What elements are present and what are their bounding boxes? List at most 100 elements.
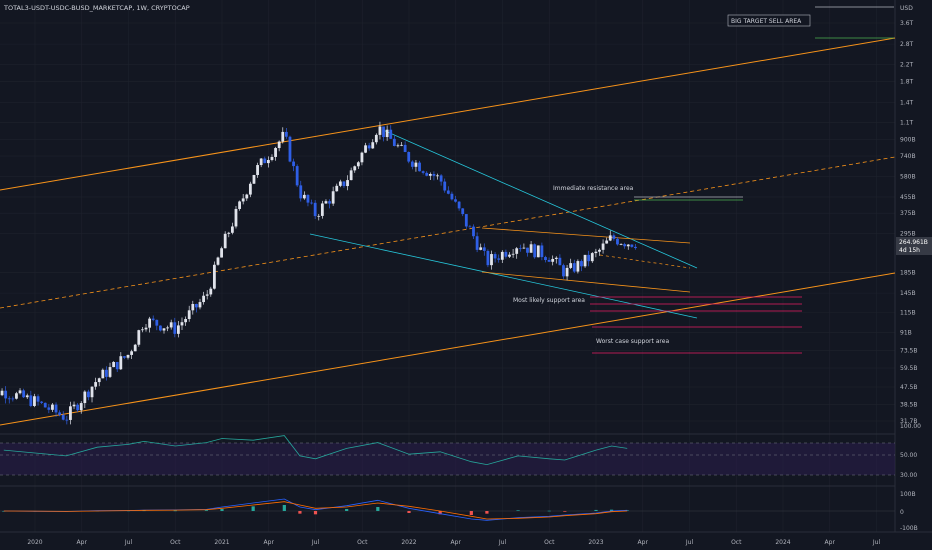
candle-body [202,295,205,303]
candle-body [220,248,223,258]
currency-label: USD [900,5,913,12]
macd-histogram-bar [173,510,177,512]
time-tick-label: Apr [77,539,88,546]
channel-upper-line[interactable] [0,37,896,191]
candle-body [619,244,623,245]
candle-body [565,267,569,277]
time-tick-label: Jul [124,539,133,546]
price-tick-label: 1.8T [900,78,914,85]
annotation-resistance[interactable]: Immediate resistance area [551,183,636,193]
range-bottom-line[interactable] [481,271,691,293]
candle-body [284,131,288,137]
candle-body [511,253,515,255]
time-tick-label: Apr [638,539,649,546]
price-scale[interactable]: 3.6T 2.8T 2.2T 1.8T 1.4T 1.1T 900B 740B 580B 455B… [900,20,917,425]
time-axis[interactable]: 2020 Apr Jul Oct 2021 Apr Jul Oct 2022 Apr Jul Oct 2… [27,539,880,546]
candle-body [15,393,18,399]
candle-body [274,148,277,157]
annotation-likely-support-text: Most likely support area [513,297,585,304]
price-tick-label: 91B [900,329,912,336]
candle-body [536,245,540,258]
candle-body [454,199,457,202]
range-top-line[interactable] [481,227,691,244]
candle-body [367,145,371,149]
candle-body [130,351,134,355]
candle-body [141,329,144,331]
candle-body [148,318,152,328]
channel-lower-line[interactable] [0,272,896,426]
candle-body [515,248,519,254]
candle-body [40,401,44,403]
candle-body [421,171,425,173]
annotation-big-target[interactable]: BIG TARGET SELL AREA [727,14,811,27]
candle-body [342,181,346,187]
macd-histogram-bar [251,506,255,511]
channel-mid-line[interactable] [0,156,896,309]
candle-body [522,247,526,249]
candle-body [601,243,605,250]
candle-body [407,152,411,162]
candle-body [396,145,400,147]
candle-body [223,233,227,249]
macd-histogram-bar [142,510,146,512]
candle-body [65,419,69,421]
candle-body [61,414,65,420]
price-tick-label: 47.5B [900,384,917,391]
candle-body [533,244,537,258]
time-tick-label: Apr [825,539,836,546]
candle-body [497,258,501,260]
candle-body [277,141,281,149]
candle-body [22,390,26,398]
candle-body [248,183,252,195]
candle-body [360,152,364,163]
annotation-worst-support[interactable]: Worst case support area [594,336,674,346]
candle-body [108,367,112,377]
candle-body [209,288,213,295]
time-tick-label: 2021 [214,539,229,546]
macd-tick-100b: 100B [900,491,916,498]
price-tick-label: 1.1T [900,120,914,127]
candle-body [605,240,609,244]
time-tick-label: Oct [544,539,555,546]
price-tick-label: 38.5B [900,402,917,409]
candle-body [428,174,432,176]
candle-body [346,180,349,187]
candle-body [162,328,166,331]
candle-body [159,325,162,331]
wedge-upper-line[interactable] [382,129,698,269]
candle-body [151,318,155,320]
candle-body [266,160,270,164]
last-price-tag: 264.961B 4d 15h [896,237,932,255]
candle-body [630,244,634,247]
candle-body [616,238,619,245]
candle-body [626,244,630,247]
candle-body [205,294,209,296]
candle-body [450,193,454,200]
candle-body [540,245,544,258]
rsi-tick-50: 50.00 [900,452,917,459]
candle-body [302,194,306,199]
candle-body [331,191,335,204]
candle-body [166,327,170,329]
candle-body [241,198,245,202]
candle-body [349,170,353,181]
annotation-likely-support[interactable]: Most likely support area [511,295,589,305]
price-tick-label: 73.5B [900,347,917,354]
candle-body [123,356,126,358]
candle-body [87,391,90,398]
candle-body [180,322,184,326]
candle-body [475,236,479,250]
macd-histogram-bar [563,511,567,512]
time-tick-label: Apr [451,539,462,546]
candle-body [554,257,558,259]
time-tick-label: Oct [170,539,181,546]
candle-body [230,226,234,233]
candle-body [389,129,393,139]
time-tick-label: Oct [357,539,368,546]
candle-body [155,319,159,326]
candle-body [292,161,295,167]
candle-body [58,412,62,415]
candle-body [11,398,15,400]
